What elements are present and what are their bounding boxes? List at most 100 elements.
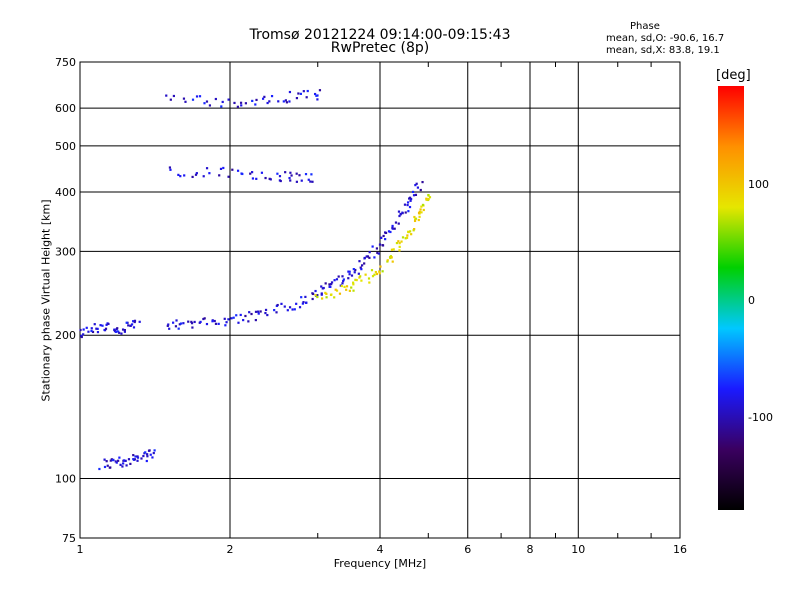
data-point xyxy=(251,171,254,174)
data-point xyxy=(167,323,170,326)
data-point xyxy=(295,180,298,183)
y-tick-label: 500 xyxy=(55,140,76,153)
data-point xyxy=(273,308,276,312)
data-point xyxy=(348,270,351,273)
data-point xyxy=(412,229,415,232)
data-point xyxy=(96,327,99,330)
data-point xyxy=(136,456,140,459)
data-point xyxy=(183,174,186,177)
data-point xyxy=(407,230,410,233)
data-point xyxy=(172,321,175,324)
data-point xyxy=(338,292,342,295)
data-point xyxy=(406,203,409,207)
data-point xyxy=(316,94,319,97)
data-point xyxy=(379,265,382,268)
phase-mean-x: mean, sd,X: 83.8, 19.1 xyxy=(606,45,720,56)
data-point xyxy=(79,328,82,332)
data-point xyxy=(98,467,101,471)
data-point xyxy=(223,317,226,320)
data-point xyxy=(129,462,132,465)
data-point xyxy=(314,289,317,293)
data-point xyxy=(264,308,268,312)
data-point xyxy=(414,184,417,187)
data-point xyxy=(117,330,120,333)
data-point xyxy=(386,259,389,262)
data-point xyxy=(136,459,139,462)
data-point xyxy=(343,285,346,289)
data-point xyxy=(411,190,415,194)
data-point xyxy=(347,277,350,280)
data-point xyxy=(353,271,356,274)
data-point xyxy=(90,329,93,333)
data-point xyxy=(389,230,392,234)
x-tick-label: 16 xyxy=(673,543,687,556)
data-point xyxy=(87,330,90,333)
y-tick-label: 100 xyxy=(55,473,76,486)
data-point xyxy=(117,459,120,462)
data-point xyxy=(366,255,370,258)
data-point xyxy=(111,459,114,462)
data-point xyxy=(218,174,221,177)
data-point xyxy=(95,327,98,330)
data-point xyxy=(404,237,407,240)
data-point xyxy=(236,169,240,172)
data-point xyxy=(409,230,412,233)
data-point xyxy=(404,211,407,214)
data-point xyxy=(230,317,233,320)
data-point xyxy=(418,210,421,214)
data-point xyxy=(165,94,168,97)
data-point xyxy=(276,172,279,175)
data-point xyxy=(179,322,183,325)
data-point xyxy=(398,214,401,218)
colorbar xyxy=(718,86,744,510)
phase-heading: Phase xyxy=(630,21,660,32)
data-point xyxy=(123,330,126,333)
colorbar-label: [deg] xyxy=(716,68,751,83)
data-point xyxy=(384,231,388,235)
data-point xyxy=(177,173,180,176)
data-point xyxy=(335,289,339,292)
data-point xyxy=(295,172,298,175)
data-point xyxy=(417,211,421,215)
data-point xyxy=(205,100,209,103)
data-point xyxy=(376,251,379,254)
data-point xyxy=(363,262,366,265)
data-point xyxy=(347,270,350,273)
data-point xyxy=(194,173,198,176)
data-point xyxy=(214,322,218,325)
data-point xyxy=(288,100,291,103)
data-point xyxy=(231,168,234,171)
data-point xyxy=(397,240,400,243)
data-point xyxy=(169,168,172,171)
data-point xyxy=(301,302,304,305)
data-point xyxy=(381,244,384,247)
data-point xyxy=(225,321,228,324)
data-point xyxy=(378,270,381,273)
data-point xyxy=(233,101,236,105)
data-point xyxy=(129,324,132,327)
data-point xyxy=(103,328,106,332)
colorbar-tick: -100 xyxy=(748,411,773,424)
data-point xyxy=(214,97,217,101)
data-point xyxy=(221,100,224,104)
y-tick-label: 300 xyxy=(55,245,76,258)
data-point xyxy=(182,322,185,325)
data-point xyxy=(106,464,109,467)
data-point xyxy=(288,90,292,94)
data-point xyxy=(90,327,93,330)
data-point xyxy=(373,256,376,259)
data-point xyxy=(382,234,385,238)
data-point xyxy=(283,305,286,308)
data-point xyxy=(393,227,396,230)
data-point xyxy=(371,275,375,278)
data-point xyxy=(341,282,344,285)
data-point xyxy=(298,306,302,309)
data-point xyxy=(134,455,137,458)
data-point xyxy=(425,198,428,201)
data-point xyxy=(415,182,418,185)
data-point xyxy=(316,295,319,299)
data-point xyxy=(288,176,291,180)
data-point xyxy=(178,323,181,326)
data-point xyxy=(391,226,394,230)
